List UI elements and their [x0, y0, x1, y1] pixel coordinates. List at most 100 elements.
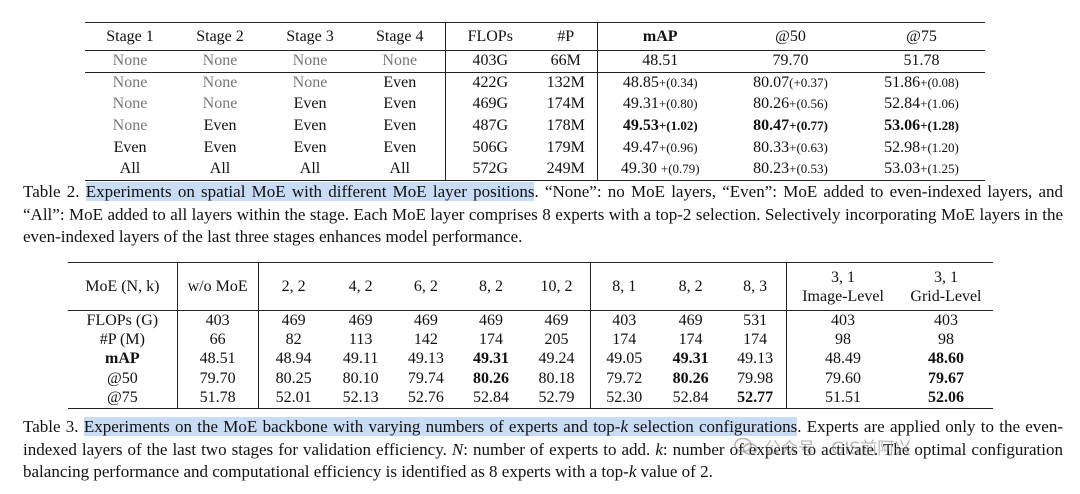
cell-value: 469	[522, 310, 592, 330]
map-value: 49.47	[622, 138, 659, 156]
cell-params: 178M	[535, 115, 598, 137]
cell-stage: None	[175, 50, 265, 73]
ap50-value: 80.33	[753, 138, 790, 156]
ap50-value: 80.23	[753, 160, 790, 178]
cell-value: 79.72	[606, 369, 643, 387]
cell-ap75: 51.78	[858, 50, 985, 73]
cell-value: 51.51	[786, 388, 899, 409]
header-image-level: 3, 1 Image-Level	[786, 262, 899, 311]
cell-value: 49.13	[724, 349, 788, 369]
header-line-1: 3, 1	[933, 268, 958, 286]
cell-value: 49.13	[407, 350, 444, 368]
cell-value: 469	[678, 311, 703, 329]
row-label: mAP	[68, 349, 178, 369]
row-label: FLOPs (G)	[68, 310, 178, 330]
cell-flops: 403G	[445, 50, 535, 73]
caption-text: : number of experts to add.	[463, 439, 656, 459]
cell-stage: All	[175, 158, 265, 181]
watermark: 公众号 · GIS前阿兴	[734, 434, 911, 459]
header-config: 8, 2	[657, 262, 725, 311]
row-label: #P (M)	[68, 330, 178, 350]
cell-value: 403	[612, 311, 637, 329]
ap50-value: 80.07	[753, 74, 790, 92]
header-line-2: Image-Level	[802, 287, 884, 305]
cell-stage: Even	[355, 136, 446, 159]
ap75-gain: +(1.06)	[920, 96, 959, 112]
cell-map: 49.31+(0.80)	[597, 94, 723, 116]
table-row: FLOPs (G) 403 469 469 469 469 469 403 46…	[68, 310, 993, 330]
header-config: 6, 2	[392, 262, 460, 311]
map-gain: +(0.79)	[660, 161, 700, 177]
header-moe-config: MoE (N, k)	[68, 262, 178, 311]
cell-value: 48.49	[825, 350, 862, 368]
cell-ap50: 80.26+(0.56)	[723, 94, 858, 116]
cell-value: 79.67	[927, 369, 964, 387]
cell-stage: Even	[203, 138, 237, 156]
header-map: mAP	[597, 22, 723, 51]
cell-params: 179M	[535, 136, 598, 159]
cell-value: 52.01	[258, 388, 329, 409]
ap50-value: 80.47	[753, 117, 790, 135]
map-gain: +(0.80)	[658, 96, 698, 112]
cell-params: 174M	[535, 93, 598, 116]
cell-value: 403	[177, 310, 259, 330]
ap75-value: 53.06	[884, 117, 921, 135]
ap50-value: 79.70	[772, 52, 809, 70]
map-value: 48.51	[642, 52, 679, 70]
table-row: #P (M) 66 82 113 142 174 205 174 174 174…	[68, 330, 993, 350]
cell-ap75: 52.84+(1.06)	[858, 94, 985, 116]
cell-flops: 572G	[445, 158, 535, 181]
map-value: 49.30	[620, 160, 661, 178]
header-params: #P	[535, 22, 598, 51]
cell-value: 49.31	[672, 350, 709, 368]
ap75-value: 52.98	[884, 138, 921, 156]
ap75-gain: +(1.25)	[920, 161, 959, 177]
caption-var-k: k	[655, 439, 663, 459]
table-3-caption: Table 3. Experiments on the MoE backbone…	[23, 416, 1063, 484]
cell-ap50: 80.23+(0.53)	[723, 158, 858, 181]
cell-map: 48.85+(0.34)	[597, 72, 723, 94]
row-label: @50	[68, 369, 178, 389]
cell-value: 48.60	[927, 350, 964, 368]
table-row: @50 79.70 80.25 80.10 79.74 80.26 80.18 …	[68, 369, 993, 389]
table-row: None None Even Even 469G 174M 49.31+(0.8…	[85, 93, 985, 116]
map-gain: +(1.02)	[658, 118, 698, 134]
cell-flops: 469G	[472, 95, 509, 113]
cell-value: 174	[724, 330, 788, 350]
ap75-gain: +(1.20)	[920, 139, 959, 155]
cell-value: 531	[724, 310, 788, 330]
cell-map: 49.53+(1.02)	[597, 115, 723, 137]
cell-ap75: 51.86+(0.08)	[858, 72, 985, 94]
header-grid-level: 3, 1 Grid-Level	[898, 262, 993, 311]
watermark-text: 公众号 · GIS前阿兴	[764, 439, 912, 459]
cell-map: 48.51	[597, 50, 723, 73]
table-row: None Even Even Even 487G 178M 49.53+(1.0…	[85, 115, 985, 137]
ap50-gain: +(0.56)	[789, 96, 828, 112]
cell-value: 79.74	[407, 369, 444, 387]
caption-var-k: k	[620, 417, 629, 436]
cell-value: 51.78	[177, 388, 259, 409]
caption-highlight-part-b: selection configurations	[628, 417, 798, 436]
header-ap50: @50	[723, 22, 858, 51]
cell-ap50: 80.47+(0.77)	[723, 115, 858, 137]
cell-stage: None	[202, 74, 238, 92]
table-2: Stage 1 Stage 2 Stage 3 Stage 4 FLOPs #P…	[85, 22, 985, 181]
header-config: 4, 2	[328, 262, 393, 311]
header-baseline: w/o MoE	[177, 262, 259, 311]
cell-value: 52.13	[328, 388, 393, 409]
ap75-value: 51.86	[884, 74, 921, 92]
header-stage-3: Stage 3	[265, 22, 355, 51]
caption-text: value of 2.	[636, 462, 713, 481]
cell-stage: All	[355, 158, 446, 181]
ap75-gain: +(0.08)	[920, 75, 959, 91]
table-2-caption: Table 2. Experiments on spatial MoE with…	[23, 181, 1063, 249]
cell-params: 66M	[535, 50, 598, 73]
cell-stage: None	[85, 50, 175, 73]
cell-value: 52.84	[657, 388, 725, 409]
cell-value: 403	[831, 311, 856, 329]
cell-value: 469	[348, 311, 373, 329]
caption-text: : number of experts to activate.	[662, 439, 879, 459]
ap50-gain: +(0.77)	[789, 118, 828, 134]
cell-stage: None	[265, 50, 355, 73]
caption-label: Table 3.	[23, 417, 79, 436]
